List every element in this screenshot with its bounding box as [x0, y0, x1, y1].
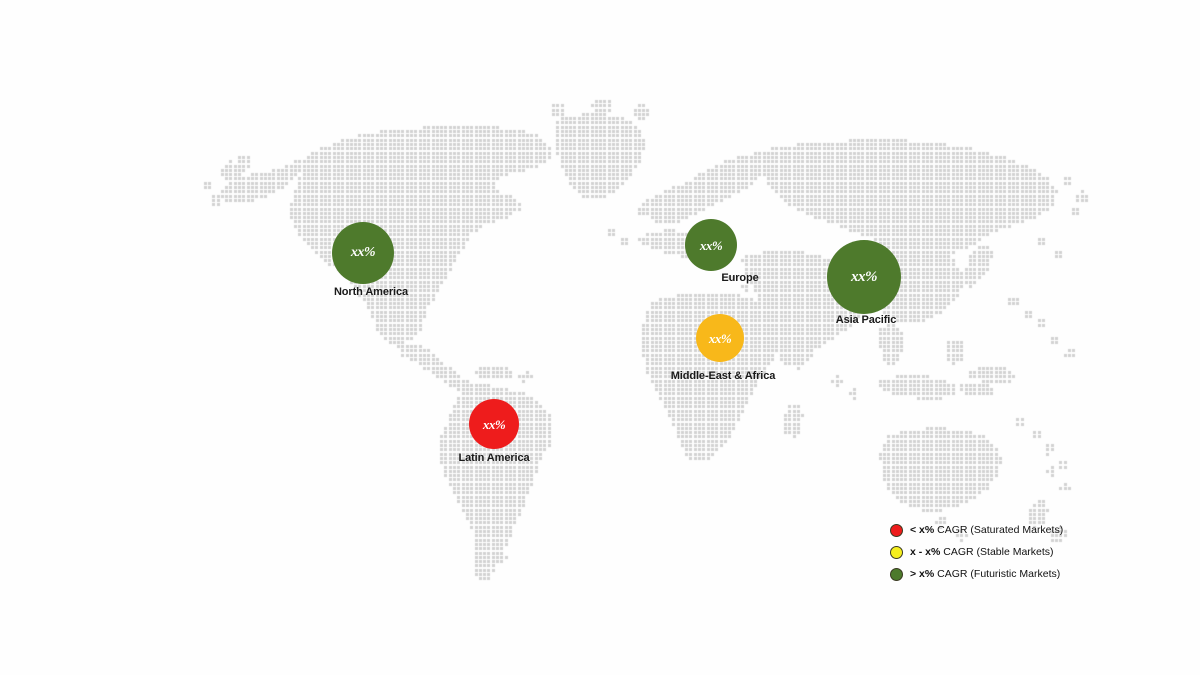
legend-range-futuristic: > x% [910, 568, 935, 580]
region-value-latin-america: xx% [482, 416, 506, 432]
legend-range-saturated: < x% [910, 524, 935, 536]
region-bubble-middle-east-africa[interactable]: xx% [696, 314, 744, 362]
legend-label-futuristic: > x% CAGR (Futuristic Markets) [910, 568, 1060, 580]
region-bubble-latin-america[interactable]: xx% [469, 399, 519, 449]
region-label-europe: Europe [721, 272, 759, 284]
region-value-europe: xx% [699, 237, 723, 253]
region-bubble-europe[interactable]: xx% [685, 219, 737, 271]
region-bubble-asia-pacific[interactable]: xx% [827, 240, 901, 314]
legend-dot-icon-futuristic [890, 567, 903, 581]
legend-label-saturated: < x% CAGR (Saturated Markets) [910, 524, 1063, 536]
legend-description-stable: CAGR (Stable Markets) [940, 546, 1054, 558]
legend-item-saturated: < x% CAGR (Saturated Markets) [890, 519, 1063, 541]
legend-item-stable: x - x% CAGR (Stable Markets) [890, 541, 1063, 563]
legend: < x% CAGR (Saturated Markets) x - x% CAGR… [890, 519, 1063, 585]
region-label-north-america: North America [333, 286, 409, 298]
region-value-north-america: xx% [350, 245, 376, 260]
region-value-middle-east-africa: xx% [708, 330, 732, 346]
legend-dot-icon-stable [890, 545, 903, 559]
legend-description-futuristic: CAGR (Futuristic Markets) [934, 568, 1061, 580]
legend-item-futuristic: > x% CAGR (Futuristic Markets) [890, 563, 1063, 585]
region-bubble-north-america[interactable]: xx% [332, 222, 394, 284]
region-label-asia-pacific: Asia Pacific [835, 314, 897, 326]
region-label-middle-east-africa: Middle-East & Africa [670, 370, 776, 382]
legend-label-stable: x - x% CAGR (Stable Markets) [910, 546, 1054, 558]
region-value-asia-pacific: xx% [851, 268, 878, 285]
legend-description-saturated: CAGR (Saturated Markets) [934, 524, 1064, 536]
region-label-latin-america: Latin America [458, 452, 530, 464]
legend-range-stable: x - x% [910, 546, 941, 558]
legend-dot-icon-saturated [890, 523, 903, 537]
